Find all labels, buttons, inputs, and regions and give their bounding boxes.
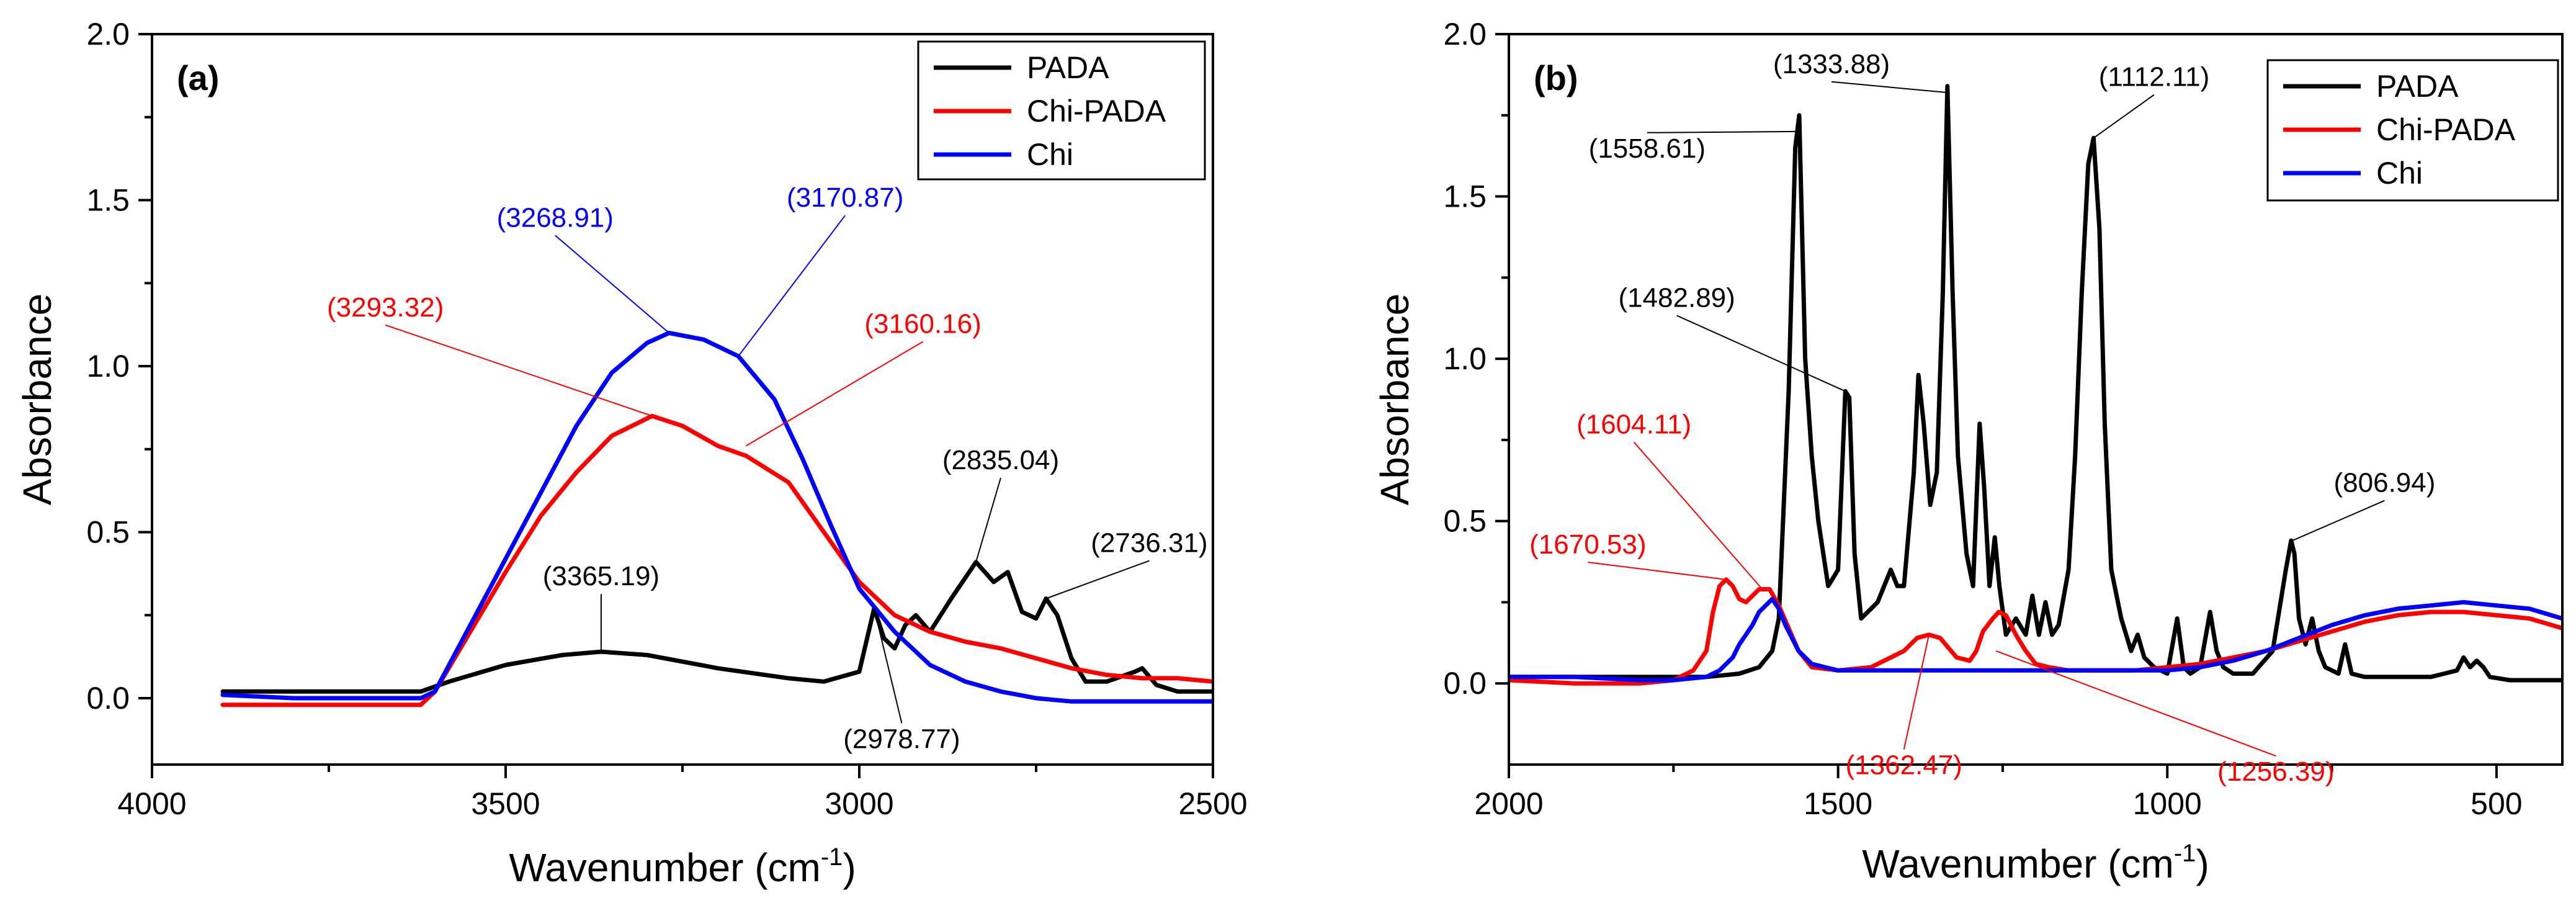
annotation-label: (806.94)	[2334, 468, 2436, 498]
x-axis-title: Wavenumber (cm-1)	[509, 843, 856, 890]
annotation-leader	[975, 477, 1001, 562]
legend-label-chi: Chi	[1027, 137, 1073, 172]
annotation-label: (3160.16)	[864, 309, 981, 339]
y-tick-label: 1.0	[86, 349, 130, 384]
legend-label-pada: PADA	[2376, 69, 2459, 104]
panel-label: (a)	[177, 58, 219, 97]
series-line-pada	[220, 560, 1213, 694]
annotation-leader	[1903, 634, 1930, 750]
y-tick-label: 1.0	[1443, 341, 1487, 376]
plot-frame	[1508, 33, 2564, 766]
x-tick-label: 2500	[1178, 786, 1247, 821]
annotation-leader	[746, 341, 924, 447]
x-tick-label: 2000	[1474, 786, 1543, 821]
annotation-label: (1112.11)	[2099, 62, 2210, 92]
annotation-label: (1670.53)	[1529, 529, 1646, 560]
y-tick-label: 0.0	[1443, 666, 1487, 701]
annotation-label: (1604.11)	[1576, 409, 1691, 439]
panel-label: (b)	[1534, 58, 1578, 97]
annotation-label: (3365.19)	[543, 561, 660, 591]
x-tick-label: 3000	[825, 786, 893, 821]
annotation-label: (2835.04)	[942, 445, 1059, 475]
y-tick-label: 0.5	[1443, 504, 1487, 539]
series-group	[220, 331, 1213, 707]
legend-label-chi-pada: Chi-PADA	[1027, 94, 1166, 128]
y-tick-label: 1.5	[86, 183, 130, 218]
annotation-leader	[1647, 130, 1800, 133]
annotation-label: (1362.47)	[1846, 750, 1962, 781]
y-axis-title: Absorbance	[1372, 294, 1417, 506]
x-tick-label: 3500	[471, 786, 540, 821]
annotation-leader	[1633, 441, 1763, 590]
chart-panel-b: 2000 1500 1000 500 0.0 0.5 1.0 1.5 2.0 Wavenumber…	[1372, 17, 2564, 886]
x-tick-label: 4000	[117, 786, 186, 821]
annotation-leader	[555, 235, 669, 334]
series-line-chi-pada	[1509, 577, 2562, 686]
annotation-leader	[1831, 81, 1948, 94]
series-line-chi	[1509, 596, 2562, 683]
annotation-leader	[1045, 560, 1150, 599]
annotation-label: (1333.88)	[1773, 49, 1890, 79]
annotation-label: (2736.31)	[1091, 528, 1207, 559]
annotation-label: (1558.61)	[1589, 133, 1706, 164]
annotation-leader	[1588, 561, 1727, 580]
legend-label-chi: Chi	[2376, 156, 2423, 191]
annotation-label: (2978.77)	[843, 724, 960, 754]
annotation-leader	[1676, 315, 1846, 392]
annotation-leader	[385, 324, 653, 417]
y-axis-title: Absorbance	[15, 294, 60, 506]
x-tick-label: 1000	[2133, 786, 2202, 821]
annotation-leader	[1995, 650, 2276, 757]
y-tick-label: 1.5	[1443, 179, 1487, 214]
x-axis-title: Wavenumber (cm-1)	[1862, 840, 2209, 886]
x-tick-label: 1500	[1804, 786, 1872, 821]
y-tick-label: 2.0	[1443, 17, 1487, 52]
series-group	[1509, 84, 2562, 686]
y-tick-label: 2.0	[86, 17, 130, 52]
annotation-label: (1482.89)	[1618, 282, 1735, 313]
y-tick-label: 0.0	[86, 681, 130, 716]
y-tick-label: 0.5	[86, 515, 130, 550]
annotation-label: (1256.39)	[2217, 757, 2334, 787]
annotation-leader	[2093, 94, 2155, 139]
annotation-leader	[2292, 500, 2385, 541]
legend-label-chi-pada: Chi-PADA	[2376, 112, 2516, 147]
annotation-label: (3293.32)	[327, 292, 444, 323]
annotation-label: (3170.87)	[787, 182, 903, 213]
annotation-label: (3268.91)	[497, 202, 614, 233]
chart-panel-a: 4000 3500 3000 2500 0.0 0.5 1.0 1.5 2.0 Wavenumbe…	[15, 17, 1248, 890]
series-line-chi-pada	[220, 413, 1213, 707]
series-line-chi	[220, 331, 1213, 704]
series-line-pada	[1509, 84, 2562, 683]
annotation-leader	[738, 215, 846, 357]
annotation-leader	[873, 608, 903, 724]
legend-label-pada: PADA	[1027, 50, 1109, 85]
x-tick-label: 500	[2471, 786, 2522, 821]
